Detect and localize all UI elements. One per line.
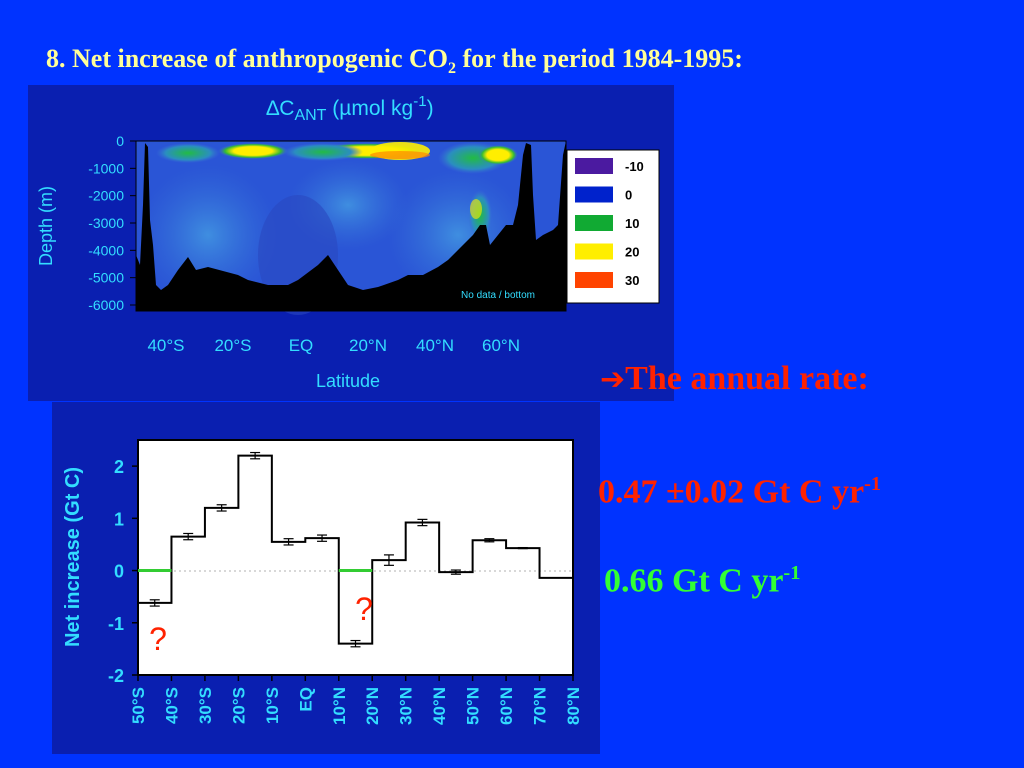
- section-xtick-label: 40°S: [147, 336, 184, 355]
- section-heatmap: ∆CANT (µmol kg-1) No data / bottom Depth…: [36, 93, 660, 391]
- bar-xtick-label: EQ: [296, 687, 315, 712]
- section-ytick-label: -4000: [88, 242, 124, 258]
- error-bar: [250, 451, 261, 460]
- bar-ytick-label: 2: [114, 457, 124, 477]
- bar-xtick-label: 80°N: [564, 687, 583, 725]
- bar-ytick-label: -1: [108, 614, 124, 634]
- error-bar: [216, 504, 227, 512]
- error-bar: [417, 518, 428, 527]
- annual-rate-value-1: 0.47 ±0.02 Gt C yr-1: [598, 473, 882, 511]
- error-bar: [484, 538, 495, 543]
- legend-swatch: [575, 215, 613, 231]
- legend-label: 0: [625, 188, 632, 203]
- legend-swatch: [575, 186, 613, 203]
- legend-swatch: [575, 243, 613, 260]
- bar-xtick-label: 40°N: [430, 687, 449, 725]
- annual-rate-value-2: 0.66 Gt C yr-1: [604, 562, 801, 600]
- bar-xtick-label: 50°S: [129, 687, 148, 724]
- net-increase-chart: 2 1 0 -1 -2 50°S 40°S 30°S 20°S 10°S EQ 10°N 20°N 30…: [62, 439, 583, 725]
- legend-swatch: [575, 272, 613, 288]
- bar-xtick-label: 60°N: [497, 687, 516, 725]
- bar-xtick-label: 30°S: [196, 687, 215, 724]
- bottom-topography: [136, 141, 566, 311]
- net-increase-plot-area: [137, 439, 574, 676]
- legend-swatch: [575, 158, 613, 174]
- section-xtick-label: 40°N: [416, 336, 454, 355]
- bar-xtick-label: 40°S: [162, 687, 181, 724]
- legend-label: -10: [625, 159, 644, 174]
- error-bar: [517, 546, 528, 550]
- error-bar: [183, 532, 194, 541]
- bar-ytick-label: 1: [114, 509, 124, 529]
- bar-xtick-label: 10°N: [330, 687, 349, 725]
- bar-xtick-label: 50°N: [464, 687, 483, 725]
- legend-label: 30: [625, 273, 639, 288]
- bar-xtick-label: 20°N: [363, 687, 382, 725]
- legend-label: 10: [625, 216, 639, 231]
- section-xtick-label: 20°N: [349, 336, 387, 355]
- section-chart-title: ∆CANT (µmol kg-1): [266, 93, 433, 124]
- bar-ytick-label: -2: [108, 666, 124, 686]
- section-xtick-label: EQ: [289, 336, 314, 355]
- error-bar: [149, 599, 160, 607]
- bar-xtick-label: 10°S: [263, 687, 282, 724]
- no-data-label: No data / bottom: [461, 290, 535, 301]
- arrow-right-icon: ➔: [600, 362, 626, 397]
- section-xtick-label: 60°N: [482, 336, 520, 355]
- section-ytick-label: -2000: [88, 188, 124, 204]
- section-ytick-label: -3000: [88, 215, 124, 231]
- section-ytick-label: -5000: [88, 270, 124, 286]
- section-xtick-label: 20°S: [214, 336, 251, 355]
- error-bar: [283, 538, 294, 546]
- section-ytick-label: -1000: [88, 160, 124, 176]
- section-plot-area: [135, 140, 567, 312]
- bar-xtick-label: 20°S: [229, 687, 248, 724]
- bar-ytick-label: 0: [114, 562, 124, 582]
- slide-title: 8. Net increase of anthropogenic CO2 for…: [46, 44, 743, 78]
- section-ylabel: Depth (m): [36, 186, 56, 266]
- bar-xtick-label: 70°N: [531, 687, 550, 725]
- error-bar: [317, 534, 328, 542]
- section-xlabel: Latitude: [316, 371, 380, 391]
- annual-rate-heading: ➔The annual rate:: [600, 360, 869, 397]
- unknown-marker: ?: [149, 621, 167, 657]
- unknown-marker: ?: [355, 591, 373, 627]
- net-increase-panel: 2 1 0 -1 -2 50°S 40°S 30°S 20°S 10°S EQ 10°N 20°N 30…: [52, 402, 600, 754]
- section-chart-panel: ∆CANT (µmol kg-1) No data / bottom Depth…: [28, 85, 674, 401]
- error-bar: [450, 569, 461, 575]
- net-increase-ylabel: Net increase (Gt C): [62, 467, 84, 647]
- bar-xtick-label: 30°N: [397, 687, 416, 725]
- legend-label: 20: [625, 245, 639, 260]
- error-bar: [350, 639, 361, 648]
- error-bar: [383, 554, 394, 566]
- section-ytick-label: -6000: [88, 297, 124, 313]
- section-ytick-label: 0: [116, 133, 124, 149]
